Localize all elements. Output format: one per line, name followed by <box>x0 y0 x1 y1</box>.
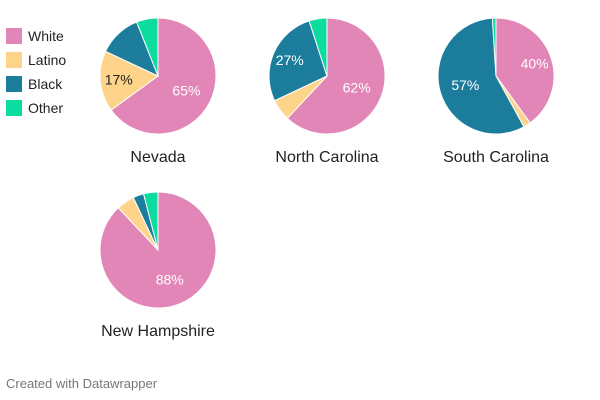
pie-slice-white <box>495 17 555 124</box>
legend-label: Black <box>28 76 63 92</box>
footer-credit: Created with Datawrapper <box>6 376 158 391</box>
pie-slice-other <box>136 17 159 77</box>
legend-swatch-black <box>6 76 22 92</box>
legend-item-white: White <box>6 24 86 48</box>
legend-item-latino: Latino <box>6 48 86 72</box>
legend-item-black: Black <box>6 72 86 96</box>
pie-slice-other <box>142 191 159 251</box>
pie-slice-black <box>437 17 525 135</box>
pie-chart-new-hampshire: 88% New Hampshire <box>99 191 217 340</box>
pie-chart-nevada: 65% 17% Nevada <box>99 17 217 166</box>
legend-label: Latino <box>28 52 67 68</box>
legend-item-other: Other <box>6 96 86 120</box>
pie-data-label: 27% <box>276 52 304 68</box>
legend-label: Other <box>28 100 64 116</box>
legend-swatch-white <box>6 28 22 44</box>
legend: White Latino Black Other <box>6 24 86 120</box>
pie-data-label: 40% <box>521 55 549 71</box>
pie-data-label: 57% <box>451 77 479 93</box>
pie-chart-title: North Carolina <box>275 149 378 166</box>
pie-slice-white <box>286 17 386 135</box>
pie-slice-latino <box>99 50 159 111</box>
pie-slice-black <box>268 20 328 102</box>
legend-swatch-other <box>6 100 22 116</box>
pie-data-label: 88% <box>156 272 184 288</box>
legend-label: White <box>28 28 64 44</box>
pie-chart-title: Nevada <box>130 149 185 166</box>
pie-data-label: 62% <box>343 80 371 96</box>
pie-chart-south-carolina: 40% 57% South Carolina <box>437 17 555 166</box>
legend-swatch-latino <box>6 52 22 68</box>
pie-chart-title: New Hampshire <box>101 323 215 340</box>
pie-chart-north-carolina: 62% 27% North Carolina <box>268 17 386 166</box>
pie-slice-white <box>110 17 217 135</box>
pie-data-label: 17% <box>105 72 133 88</box>
pie-chart-title: South Carolina <box>443 149 549 166</box>
pie-slice-other <box>491 17 497 77</box>
pie-slice-other <box>308 17 328 77</box>
pie-data-label: 65% <box>172 82 200 98</box>
